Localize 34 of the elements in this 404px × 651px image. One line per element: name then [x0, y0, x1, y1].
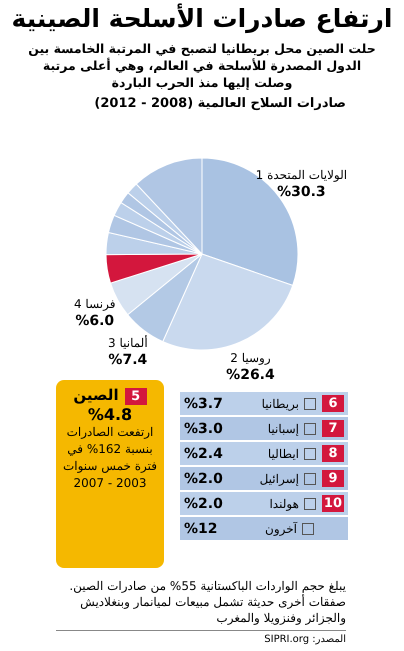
data-label: %2.4: [184, 446, 223, 462]
category-label: ألمانيا 3: [108, 336, 148, 350]
text: صادرات السلاح العالمية (2008 - 2012): [94, 96, 346, 111]
data-label: %3.0: [184, 420, 223, 436]
text: يبلغ حجم الواردات الباكستانية 55% من صادرات الصين. صفقات أخرى حديثة تشمل مبيعات لميانمار وبنغلاديش والجزائر وفنزويلا والمغرب: [68, 578, 346, 626]
data-label: %6.0: [75, 313, 114, 330]
legend-label: إسبانيا: [266, 422, 299, 436]
text: 9: [322, 470, 344, 487]
data-label: %2.0: [184, 470, 223, 486]
legend-label: ايطاليا: [266, 446, 299, 460]
text: 5: [124, 388, 147, 405]
data-label: %3.7: [184, 396, 223, 412]
data-label: %7.4: [108, 352, 148, 368]
legend-label: الصين: [73, 386, 119, 404]
chart-title: ارتفاع صادرات الأسلحة الصينية: [10, 4, 394, 33]
text: المصدر: SIPRI.org: [56, 630, 346, 645]
category-label: روسيا 2: [230, 350, 271, 365]
data-label: %26.4: [226, 366, 275, 383]
text: 10: [322, 495, 344, 512]
category-label: فرنسا 4: [74, 297, 116, 312]
data-label: %4.8: [86, 405, 134, 424]
category-label: الولايات المتحدة 1: [256, 168, 348, 182]
chart-subtitle: حلت الصين محل بريطانيا لتصبح في المرتبة الخامسة بين الدول المصدرة للأسلحة في العالم، وهي أعلى مرتبة وصلت إليها منذ الحرب الباردة: [27, 40, 377, 91]
legend-label: آخرون: [264, 522, 297, 536]
legend-label: بريطانيا: [260, 396, 299, 410]
legend-label: هولندا: [268, 496, 299, 510]
data-label: %2.0: [184, 496, 223, 512]
text: 6: [322, 395, 344, 412]
text: 7: [322, 420, 344, 437]
text: ارتفعت الصادرات بنسبة 162% في فترة خمس سنوات 2003 - 2007: [62, 424, 158, 492]
data-label: %12: [184, 520, 218, 536]
legend-label: إسرائيل: [258, 472, 299, 486]
data-label: %30.3: [277, 184, 326, 200]
text: 8: [322, 445, 344, 462]
